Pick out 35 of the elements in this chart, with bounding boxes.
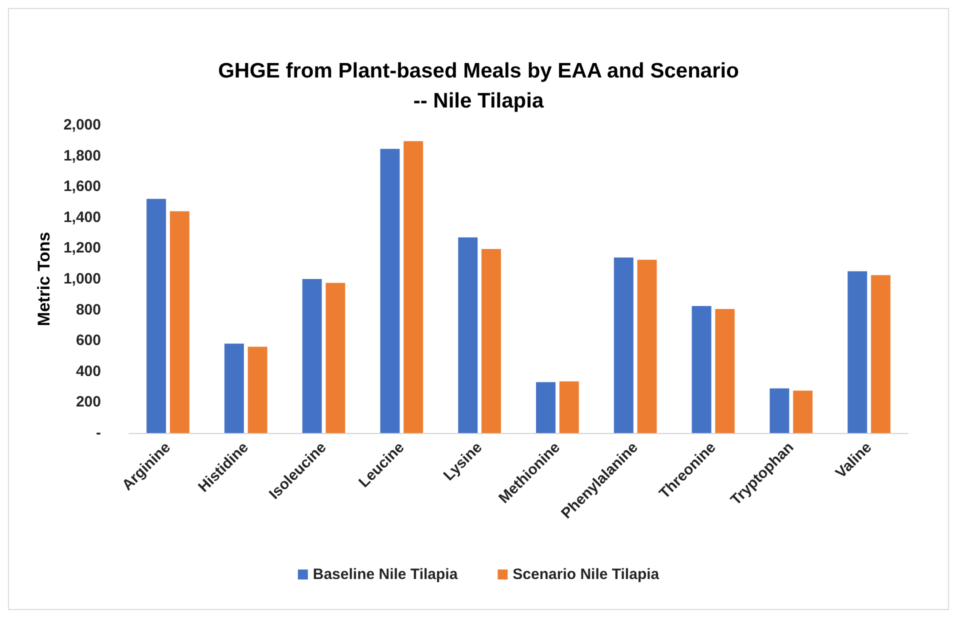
bar [637,260,657,433]
bar [170,211,190,433]
y-tick-label: 800 [76,301,101,318]
legend-label: Baseline Nile Tilapia [312,566,458,583]
bar [458,237,478,433]
y-tick-label: - [96,424,101,442]
bar [302,279,322,433]
bar [848,271,868,433]
bar [248,346,268,433]
y-tick-label: 1,800 [63,147,101,164]
y-tick-label: 400 [76,362,101,380]
bar [692,306,712,433]
y-tick-label: 2,000 [63,116,101,134]
y-tick-label: 1,200 [63,240,101,257]
y-tick-label: 1,400 [63,208,101,226]
bar [793,390,813,433]
bar [559,381,579,433]
bar [482,248,501,433]
bar [404,141,424,433]
bar [224,344,244,433]
legend-label: Scenario Nile Tilapia [512,566,660,583]
bar [614,257,634,433]
bar [146,198,166,433]
bar [326,282,346,433]
y-tick-label: 200 [76,394,101,411]
y-tick-label: 600 [76,332,101,350]
bar [715,309,735,433]
y-tick-label: 1,000 [63,270,101,288]
bar [770,388,790,433]
bar [871,275,890,433]
bar [536,382,556,433]
chart-title: GHGE from Plant-based Meals by EAA and Scenario -- Nile Tilapia [218,60,739,112]
y-axis-title: Metric Tons [34,232,54,326]
bar [380,148,400,433]
y-tick-label: 1,600 [63,178,101,196]
